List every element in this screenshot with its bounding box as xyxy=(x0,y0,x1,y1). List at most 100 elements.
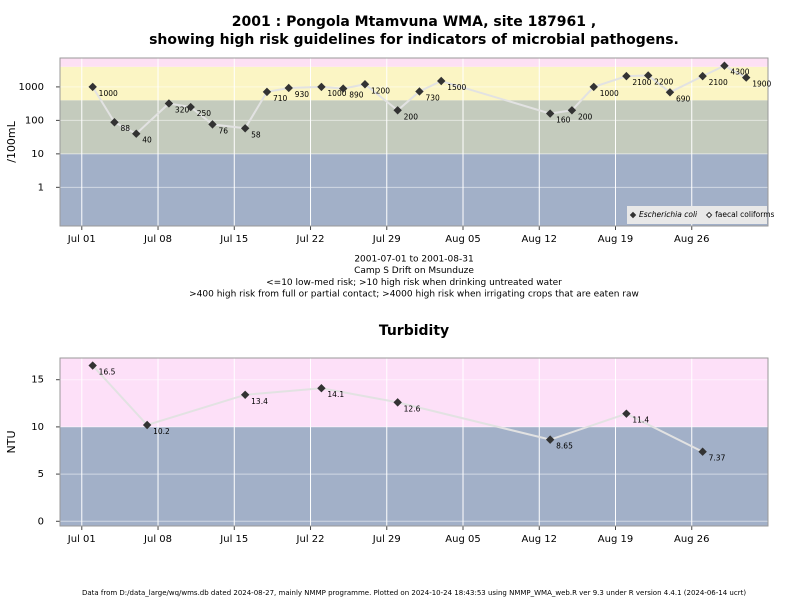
note: 2001-07-01 to 2001-08-31 xyxy=(354,255,473,265)
data-point xyxy=(698,447,707,456)
data-point xyxy=(317,383,326,393)
data-label: 16.5 xyxy=(99,368,116,377)
x-tick-label: Aug 26 xyxy=(674,234,709,245)
y-axis-label: NTU xyxy=(5,431,18,454)
data-point xyxy=(284,83,293,93)
x-tick-label: Jul 22 xyxy=(296,534,325,545)
data-label: 2100 xyxy=(632,78,651,87)
data-point xyxy=(262,87,272,97)
legend-box xyxy=(627,206,767,224)
x-tick-label: Jul 08 xyxy=(143,534,172,545)
data-label: 1500 xyxy=(447,83,466,92)
y-tick-label: 1000 xyxy=(19,82,44,93)
data-point xyxy=(742,73,751,82)
data-point xyxy=(132,129,141,138)
data-label: 1900 xyxy=(752,80,771,89)
data-point xyxy=(545,435,555,444)
data-label: 1200 xyxy=(371,86,390,95)
data-point xyxy=(142,420,152,430)
data-label: 13.4 xyxy=(251,397,268,406)
legend-label: Escherichia coli xyxy=(639,210,698,219)
data-label: 40 xyxy=(142,136,152,145)
data-label: 11.4 xyxy=(632,416,649,425)
data-label: 10.2 xyxy=(153,427,170,436)
data-label: 14.1 xyxy=(327,390,344,399)
data-label: 12.6 xyxy=(404,404,421,413)
risk-band xyxy=(60,66,768,101)
x-tick-label: Aug 05 xyxy=(445,234,480,245)
x-tick-label: Aug 26 xyxy=(674,534,709,545)
x-tick-label: Jul 22 xyxy=(296,234,325,245)
data-label: 690 xyxy=(676,94,691,103)
data-point xyxy=(643,71,653,80)
data-point xyxy=(622,71,631,81)
series-line xyxy=(91,364,704,453)
data-point xyxy=(665,88,675,97)
chart-title: 2001 : Pongola Mtamvuna WMA, site 187961… xyxy=(232,14,596,30)
y-axis-label: /100mL xyxy=(5,120,18,162)
data-point xyxy=(622,409,631,418)
legend-label: faecal coliforms xyxy=(715,210,774,219)
data-label: 200 xyxy=(404,112,419,121)
x-tick-label: Aug 12 xyxy=(522,534,557,545)
x-tick-label: Jul 01 xyxy=(67,234,96,245)
data-point xyxy=(393,106,402,115)
data-point xyxy=(360,80,370,89)
plot-frame xyxy=(59,57,769,227)
data-point xyxy=(186,102,195,112)
data-label: 76 xyxy=(218,126,228,135)
y-tick-label: 5 xyxy=(38,469,44,480)
note: >400 high risk from full or partial cont… xyxy=(189,290,639,300)
data-label: 1000 xyxy=(327,89,346,98)
data-point xyxy=(720,61,729,70)
data-point xyxy=(415,87,424,96)
risk-band xyxy=(60,100,768,154)
data-label: 1000 xyxy=(600,89,619,98)
x-tick-label: Jul 15 xyxy=(219,234,248,245)
data-label: 8.65 xyxy=(556,442,573,451)
note: <=10 low-med risk; >10 high risk when dr… xyxy=(266,278,562,288)
y-tick-label: 10 xyxy=(31,422,44,433)
data-label: 7.37 xyxy=(709,454,726,463)
legend-marker xyxy=(705,211,713,219)
data-label: 710 xyxy=(273,94,288,103)
x-tick-label: Jul 29 xyxy=(372,234,401,245)
footer: Data from D:/data_large/wq/wms.db dated … xyxy=(82,589,746,597)
data-point xyxy=(589,82,598,92)
risk-band xyxy=(60,58,768,67)
plot-frame xyxy=(59,357,769,527)
data-label: 930 xyxy=(295,90,310,99)
data-point xyxy=(88,82,97,92)
chart-title: Turbidity xyxy=(379,323,449,339)
y-tick-label: 15 xyxy=(31,375,44,386)
data-point xyxy=(164,99,174,108)
x-tick-label: Jul 15 xyxy=(219,534,248,545)
data-point xyxy=(393,398,402,407)
data-label: 1000 xyxy=(99,89,118,98)
note: Camp S Drift on Msunduze xyxy=(354,266,474,276)
risk-band xyxy=(60,426,768,526)
data-label: 2200 xyxy=(654,77,673,86)
legend-marker xyxy=(629,211,637,219)
data-label: 2100 xyxy=(709,78,728,87)
data-point xyxy=(567,106,577,115)
data-label: 320 xyxy=(175,105,190,114)
data-point xyxy=(110,118,119,127)
chart-title: showing high risk guidelines for indicat… xyxy=(149,32,679,48)
data-point xyxy=(240,390,250,400)
x-tick-label: Jul 29 xyxy=(372,534,401,545)
data-label: 890 xyxy=(349,91,364,100)
x-tick-label: Aug 19 xyxy=(598,534,633,545)
x-tick-label: Aug 05 xyxy=(445,534,480,545)
risk-band xyxy=(60,358,768,427)
data-point xyxy=(317,82,326,92)
data-label: 58 xyxy=(251,130,261,139)
data-point xyxy=(437,76,446,86)
data-point xyxy=(545,109,555,118)
data-label: 200 xyxy=(578,112,593,121)
series-line xyxy=(91,64,747,135)
x-tick-label: Jul 08 xyxy=(143,234,172,245)
data-point xyxy=(338,84,348,93)
